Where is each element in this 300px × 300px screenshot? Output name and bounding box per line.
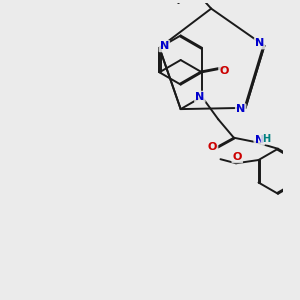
Text: N: N [236, 104, 245, 115]
Text: O: O [208, 142, 217, 152]
Text: N: N [255, 38, 264, 48]
Text: N: N [160, 41, 169, 51]
Text: H: H [262, 134, 270, 143]
Text: O: O [232, 152, 242, 162]
Text: N: N [195, 92, 205, 102]
Text: N: N [255, 38, 264, 48]
Text: N: N [254, 135, 264, 145]
Text: N: N [254, 135, 264, 145]
Text: N: N [160, 41, 169, 51]
Text: N: N [236, 104, 245, 115]
Text: H: H [262, 134, 270, 143]
Text: O: O [219, 66, 229, 76]
Text: O: O [208, 142, 217, 152]
Text: N: N [195, 92, 205, 102]
Text: O: O [232, 152, 242, 162]
Text: O: O [219, 66, 229, 76]
